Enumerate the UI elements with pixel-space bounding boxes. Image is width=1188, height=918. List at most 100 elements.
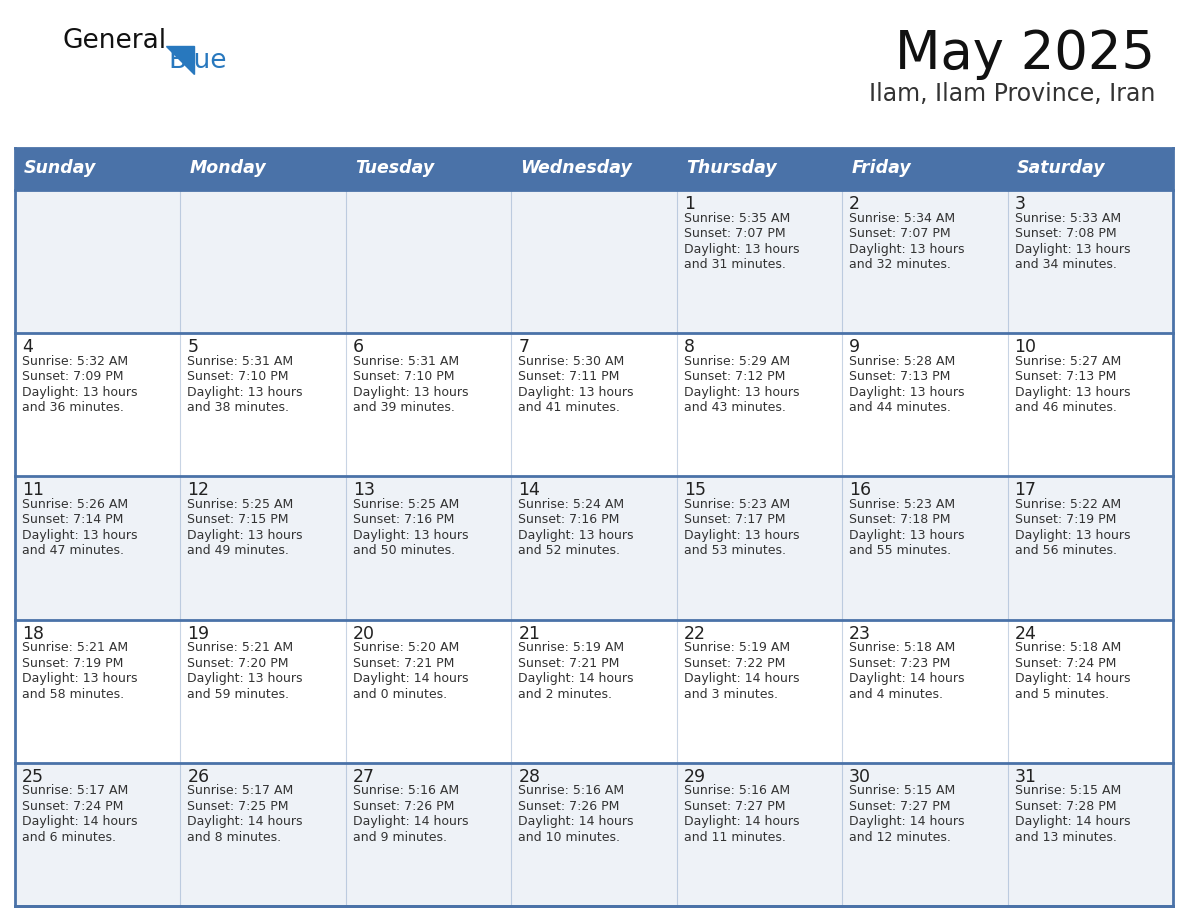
- Text: Sunset: 7:24 PM: Sunset: 7:24 PM: [23, 800, 124, 812]
- Text: and 13 minutes.: and 13 minutes.: [1015, 831, 1117, 844]
- Text: and 2 minutes.: and 2 minutes.: [518, 688, 612, 700]
- Text: Friday: Friday: [851, 159, 911, 177]
- Text: 18: 18: [23, 624, 44, 643]
- Text: Daylight: 13 hours: Daylight: 13 hours: [23, 672, 138, 685]
- Text: Daylight: 13 hours: Daylight: 13 hours: [23, 386, 138, 398]
- Text: Sunset: 7:26 PM: Sunset: 7:26 PM: [518, 800, 620, 812]
- Text: Sunset: 7:10 PM: Sunset: 7:10 PM: [188, 370, 289, 383]
- Text: 17: 17: [1015, 481, 1037, 499]
- Text: and 10 minutes.: and 10 minutes.: [518, 831, 620, 844]
- Text: Sunset: 7:20 PM: Sunset: 7:20 PM: [188, 656, 289, 669]
- Text: 20: 20: [353, 624, 375, 643]
- Text: Sunrise: 5:24 AM: Sunrise: 5:24 AM: [518, 498, 625, 511]
- Bar: [15, 476, 1173, 620]
- Text: Sunrise: 5:29 AM: Sunrise: 5:29 AM: [684, 354, 790, 368]
- Bar: [1007, 148, 1173, 190]
- Text: Sunrise: 5:18 AM: Sunrise: 5:18 AM: [849, 641, 955, 655]
- Text: Sunset: 7:21 PM: Sunset: 7:21 PM: [353, 656, 454, 669]
- Text: and 8 minutes.: and 8 minutes.: [188, 831, 282, 844]
- Text: Sunset: 7:14 PM: Sunset: 7:14 PM: [23, 513, 124, 526]
- Text: and 32 minutes.: and 32 minutes.: [849, 258, 952, 271]
- Text: 11: 11: [23, 481, 44, 499]
- Bar: [15, 190, 1173, 333]
- Text: Sunrise: 5:34 AM: Sunrise: 5:34 AM: [849, 211, 955, 225]
- Text: Sunset: 7:10 PM: Sunset: 7:10 PM: [353, 370, 454, 383]
- Text: and 39 minutes.: and 39 minutes.: [353, 401, 455, 414]
- Text: Sunset: 7:28 PM: Sunset: 7:28 PM: [1015, 800, 1116, 812]
- Text: Sunset: 7:19 PM: Sunset: 7:19 PM: [1015, 513, 1116, 526]
- Text: Daylight: 14 hours: Daylight: 14 hours: [518, 672, 633, 685]
- Text: Sunrise: 5:16 AM: Sunrise: 5:16 AM: [684, 784, 790, 798]
- Text: Sunrise: 5:21 AM: Sunrise: 5:21 AM: [188, 641, 293, 655]
- Text: 19: 19: [188, 624, 209, 643]
- Text: 1: 1: [684, 195, 695, 213]
- Text: Sunrise: 5:25 AM: Sunrise: 5:25 AM: [188, 498, 293, 511]
- Text: and 55 minutes.: and 55 minutes.: [849, 544, 952, 557]
- Text: Sunrise: 5:30 AM: Sunrise: 5:30 AM: [518, 354, 625, 368]
- Text: Sunrise: 5:22 AM: Sunrise: 5:22 AM: [1015, 498, 1120, 511]
- Text: 29: 29: [684, 767, 706, 786]
- Bar: [181, 148, 346, 190]
- Text: Sunrise: 5:26 AM: Sunrise: 5:26 AM: [23, 498, 128, 511]
- Text: 12: 12: [188, 481, 209, 499]
- Text: Sunset: 7:13 PM: Sunset: 7:13 PM: [849, 370, 950, 383]
- Text: Saturday: Saturday: [1017, 159, 1105, 177]
- Bar: [15, 620, 1173, 763]
- Polygon shape: [166, 46, 194, 74]
- Text: and 58 minutes.: and 58 minutes.: [23, 688, 124, 700]
- Text: Daylight: 13 hours: Daylight: 13 hours: [188, 529, 303, 542]
- Text: Sunrise: 5:20 AM: Sunrise: 5:20 AM: [353, 641, 459, 655]
- Text: Daylight: 14 hours: Daylight: 14 hours: [1015, 672, 1130, 685]
- Text: 4: 4: [23, 338, 33, 356]
- Text: and 6 minutes.: and 6 minutes.: [23, 831, 116, 844]
- Text: Sunset: 7:25 PM: Sunset: 7:25 PM: [188, 800, 289, 812]
- Text: Sunset: 7:18 PM: Sunset: 7:18 PM: [849, 513, 950, 526]
- Text: 28: 28: [518, 767, 541, 786]
- Text: 25: 25: [23, 767, 44, 786]
- Text: Thursday: Thursday: [685, 159, 777, 177]
- Text: Blue: Blue: [168, 48, 227, 74]
- Text: Sunset: 7:12 PM: Sunset: 7:12 PM: [684, 370, 785, 383]
- Text: Daylight: 13 hours: Daylight: 13 hours: [23, 529, 138, 542]
- Bar: [15, 333, 1173, 476]
- Text: and 4 minutes.: and 4 minutes.: [849, 688, 943, 700]
- Text: Sunrise: 5:23 AM: Sunrise: 5:23 AM: [684, 498, 790, 511]
- Text: Daylight: 13 hours: Daylight: 13 hours: [684, 242, 800, 255]
- Text: 23: 23: [849, 624, 871, 643]
- Text: Daylight: 13 hours: Daylight: 13 hours: [188, 386, 303, 398]
- Text: and 52 minutes.: and 52 minutes.: [518, 544, 620, 557]
- Text: Sunset: 7:16 PM: Sunset: 7:16 PM: [518, 513, 620, 526]
- Text: Sunset: 7:21 PM: Sunset: 7:21 PM: [518, 656, 620, 669]
- Text: Sunset: 7:15 PM: Sunset: 7:15 PM: [188, 513, 289, 526]
- Text: Sunset: 7:07 PM: Sunset: 7:07 PM: [684, 227, 785, 240]
- Text: 8: 8: [684, 338, 695, 356]
- Text: Daylight: 14 hours: Daylight: 14 hours: [684, 815, 800, 828]
- Text: Sunrise: 5:27 AM: Sunrise: 5:27 AM: [1015, 354, 1120, 368]
- Text: Daylight: 14 hours: Daylight: 14 hours: [353, 815, 468, 828]
- Text: 2: 2: [849, 195, 860, 213]
- Text: Daylight: 13 hours: Daylight: 13 hours: [1015, 242, 1130, 255]
- Text: Daylight: 14 hours: Daylight: 14 hours: [23, 815, 138, 828]
- Text: Daylight: 13 hours: Daylight: 13 hours: [849, 386, 965, 398]
- Text: Tuesday: Tuesday: [355, 159, 434, 177]
- Text: Sunset: 7:08 PM: Sunset: 7:08 PM: [1015, 227, 1117, 240]
- Text: 6: 6: [353, 338, 364, 356]
- Bar: [346, 148, 511, 190]
- Text: and 43 minutes.: and 43 minutes.: [684, 401, 785, 414]
- Text: Daylight: 14 hours: Daylight: 14 hours: [188, 815, 303, 828]
- Text: and 11 minutes.: and 11 minutes.: [684, 831, 785, 844]
- Text: and 38 minutes.: and 38 minutes.: [188, 401, 290, 414]
- Text: 7: 7: [518, 338, 530, 356]
- Text: Sunset: 7:11 PM: Sunset: 7:11 PM: [518, 370, 620, 383]
- Text: Daylight: 13 hours: Daylight: 13 hours: [353, 529, 468, 542]
- Text: Daylight: 13 hours: Daylight: 13 hours: [518, 529, 633, 542]
- Text: Sunrise: 5:17 AM: Sunrise: 5:17 AM: [188, 784, 293, 798]
- Text: 15: 15: [684, 481, 706, 499]
- Text: Sunrise: 5:16 AM: Sunrise: 5:16 AM: [518, 784, 625, 798]
- Text: Sunrise: 5:16 AM: Sunrise: 5:16 AM: [353, 784, 459, 798]
- Text: Sunset: 7:22 PM: Sunset: 7:22 PM: [684, 656, 785, 669]
- Text: and 44 minutes.: and 44 minutes.: [849, 401, 952, 414]
- Bar: [15, 763, 1173, 906]
- Bar: [15, 148, 181, 190]
- Text: and 31 minutes.: and 31 minutes.: [684, 258, 785, 271]
